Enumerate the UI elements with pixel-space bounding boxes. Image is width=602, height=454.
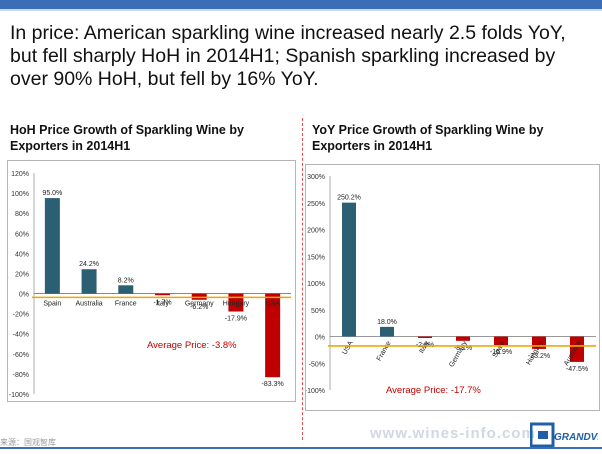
hoh-value-label: -83.3% [262, 381, 284, 388]
yoy-bar [418, 336, 432, 338]
slide-headline: In price: American sparkling wine increa… [10, 22, 566, 90]
hoh-category-label: Australia [75, 301, 102, 308]
logo-text: GRANDVIEW [554, 432, 598, 443]
hoh-y-tick-label: 100% [11, 191, 29, 198]
yoy-y-tick-label: 150% [307, 254, 325, 261]
yoy-bar [494, 336, 508, 346]
yoy-price-growth-chart: 300% 250% 200% 150% 100% 50% 0% -50% -100% 250.2%… [305, 174, 596, 395]
yoy-y-tick-label: 100% [307, 281, 325, 288]
hoh-bar [118, 285, 134, 294]
hoh-bar [81, 269, 97, 294]
right-chart-title: YoY Price Growth of Sparkling Wine by Ex… [312, 123, 544, 153]
yoy-category-label: USA [341, 340, 354, 356]
yoy-value-label: -8.1% [454, 345, 472, 352]
hoh-value-label: -1.7% [153, 299, 171, 306]
footer-source: 来源：国观智库 [0, 438, 56, 447]
yoy-value-label: -47.5% [566, 366, 588, 373]
hoh-chart-frame: 120% 100% 80% 60% 40% 20% 0% -20% -40% -60% -80% -1… [7, 160, 296, 402]
hoh-average-note: Average Price: -3.8% [147, 340, 237, 351]
yoy-y-tick-label: 200% [307, 228, 325, 235]
yoy-average-note: Average Price: -17.7% [386, 385, 481, 396]
hoh-category-label: Spain [43, 301, 61, 308]
hoh-y-tick-label: 60% [15, 231, 29, 238]
yoy-y-tick-label: -50% [309, 361, 325, 368]
yoy-category-label: France [376, 340, 393, 362]
panel-divider [302, 118, 303, 440]
hoh-category-label: USA [265, 301, 280, 308]
yoy-y-tick-label: -100% [306, 388, 325, 395]
hoh-category-label: France [115, 301, 137, 308]
hoh-y-tick-label: 80% [15, 211, 29, 218]
yoy-value-label: 250.2% [337, 195, 361, 202]
yoy-bar [342, 202, 356, 337]
hoh-y-tick-label: 120% [11, 171, 29, 178]
hoh-value-label: 24.2% [79, 261, 99, 268]
hoh-y-tick-label: 40% [15, 251, 29, 258]
hoh-category-label: Hungary [223, 301, 250, 308]
hoh-y-tick-label: -80% [13, 372, 29, 379]
yoy-value-label: -23.2% [528, 353, 550, 360]
hoh-value-label: -6.2% [190, 304, 208, 311]
yoy-bar [380, 326, 394, 337]
hoh-y-tick-label: -60% [13, 352, 29, 359]
hoh-bar [155, 293, 170, 296]
top-accent-bar [0, 0, 602, 9]
hoh-y-tick-label: -100% [9, 392, 29, 399]
yoy-value-label: 18.0% [377, 319, 397, 326]
yoy-y-tick-label: 250% [307, 201, 325, 208]
hoh-y-tick-label: -40% [13, 332, 29, 339]
hoh-y-tick-label: 20% [15, 271, 29, 278]
left-chart-title: HoH Price Growth of Sparkling Wine by Ex… [10, 123, 244, 153]
hoh-y-tick-label: -20% [13, 312, 29, 319]
yoy-y-tick-label: 0% [315, 335, 325, 342]
hoh-bar [44, 198, 60, 294]
yoy-bar [456, 336, 470, 341]
hoh-value-label: 95.0% [42, 190, 62, 197]
yoy-value-label: -15.9% [490, 349, 512, 356]
yoy-y-tick-label: 50% [311, 308, 325, 315]
yoy-y-tick-label: 300% [307, 174, 325, 181]
hoh-value-label: 8.2% [118, 277, 134, 284]
yoy-bar [570, 336, 584, 362]
hoh-y-tick-label: 0% [19, 292, 29, 299]
yoy-chart-frame: 300% 250% 200% 150% 100% 50% 0% -50% -100% 250.2%… [305, 164, 600, 411]
hoh-value-label: -17.9% [225, 316, 247, 323]
hoh-price-growth-chart: 120% 100% 80% 60% 40% 20% 0% -20% -40% -60% -80% -1… [9, 171, 291, 399]
hoh-category-label: Italy [156, 301, 169, 308]
hoh-category-label: Germany [185, 301, 214, 308]
hoh-bar [265, 293, 281, 378]
watermark: www.wines-info.com [370, 425, 536, 442]
bottom-accent-line [0, 447, 602, 449]
top-accent-line [0, 9, 602, 11]
grandview-logo: GRANDVIEW [529, 421, 602, 449]
